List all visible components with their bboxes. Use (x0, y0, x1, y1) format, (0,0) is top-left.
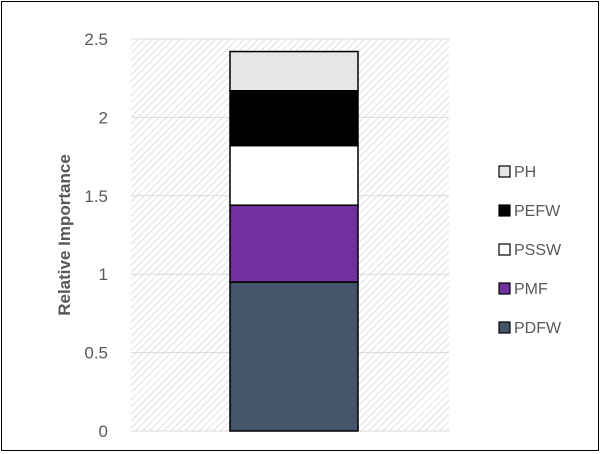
y-axis-tick-labels: 0 0.5 1 1.5 2 2.5 (84, 30, 108, 441)
bar-segment-ph (229, 50, 359, 92)
bar-segment-pmf (229, 204, 359, 283)
legend-swatch-ph (498, 165, 511, 178)
bar-segment-pefw (229, 89, 359, 147)
legend-label-pdfw: PDFW (514, 320, 562, 337)
y-tick-label: 0.5 (84, 344, 108, 363)
legend-label-ph: PH (514, 164, 536, 181)
y-tick-label: 0 (99, 422, 108, 441)
y-tick-label: 2.5 (84, 30, 108, 49)
legend-swatch-pdfw (498, 321, 511, 334)
bar-segment-pssw (229, 144, 359, 206)
y-tick-label: 1.5 (84, 187, 108, 206)
legend-swatch-pssw (498, 243, 511, 256)
legend-label-pssw: PSSW (514, 242, 562, 259)
legend-swatch-pmf (498, 282, 511, 295)
y-tick-label: 1 (99, 265, 108, 284)
legend: PH PEFW PSSW PMF PDFW (498, 164, 562, 337)
bar-segment-pdfw (229, 281, 359, 432)
y-tick-label: 2 (99, 108, 108, 127)
y-axis-label: Relative Importance (55, 154, 74, 316)
legend-label-pmf: PMF (514, 281, 548, 298)
stacked-bar (229, 50, 359, 432)
legend-label-pefw: PEFW (514, 203, 561, 220)
legend-swatch-pefw (498, 204, 511, 217)
